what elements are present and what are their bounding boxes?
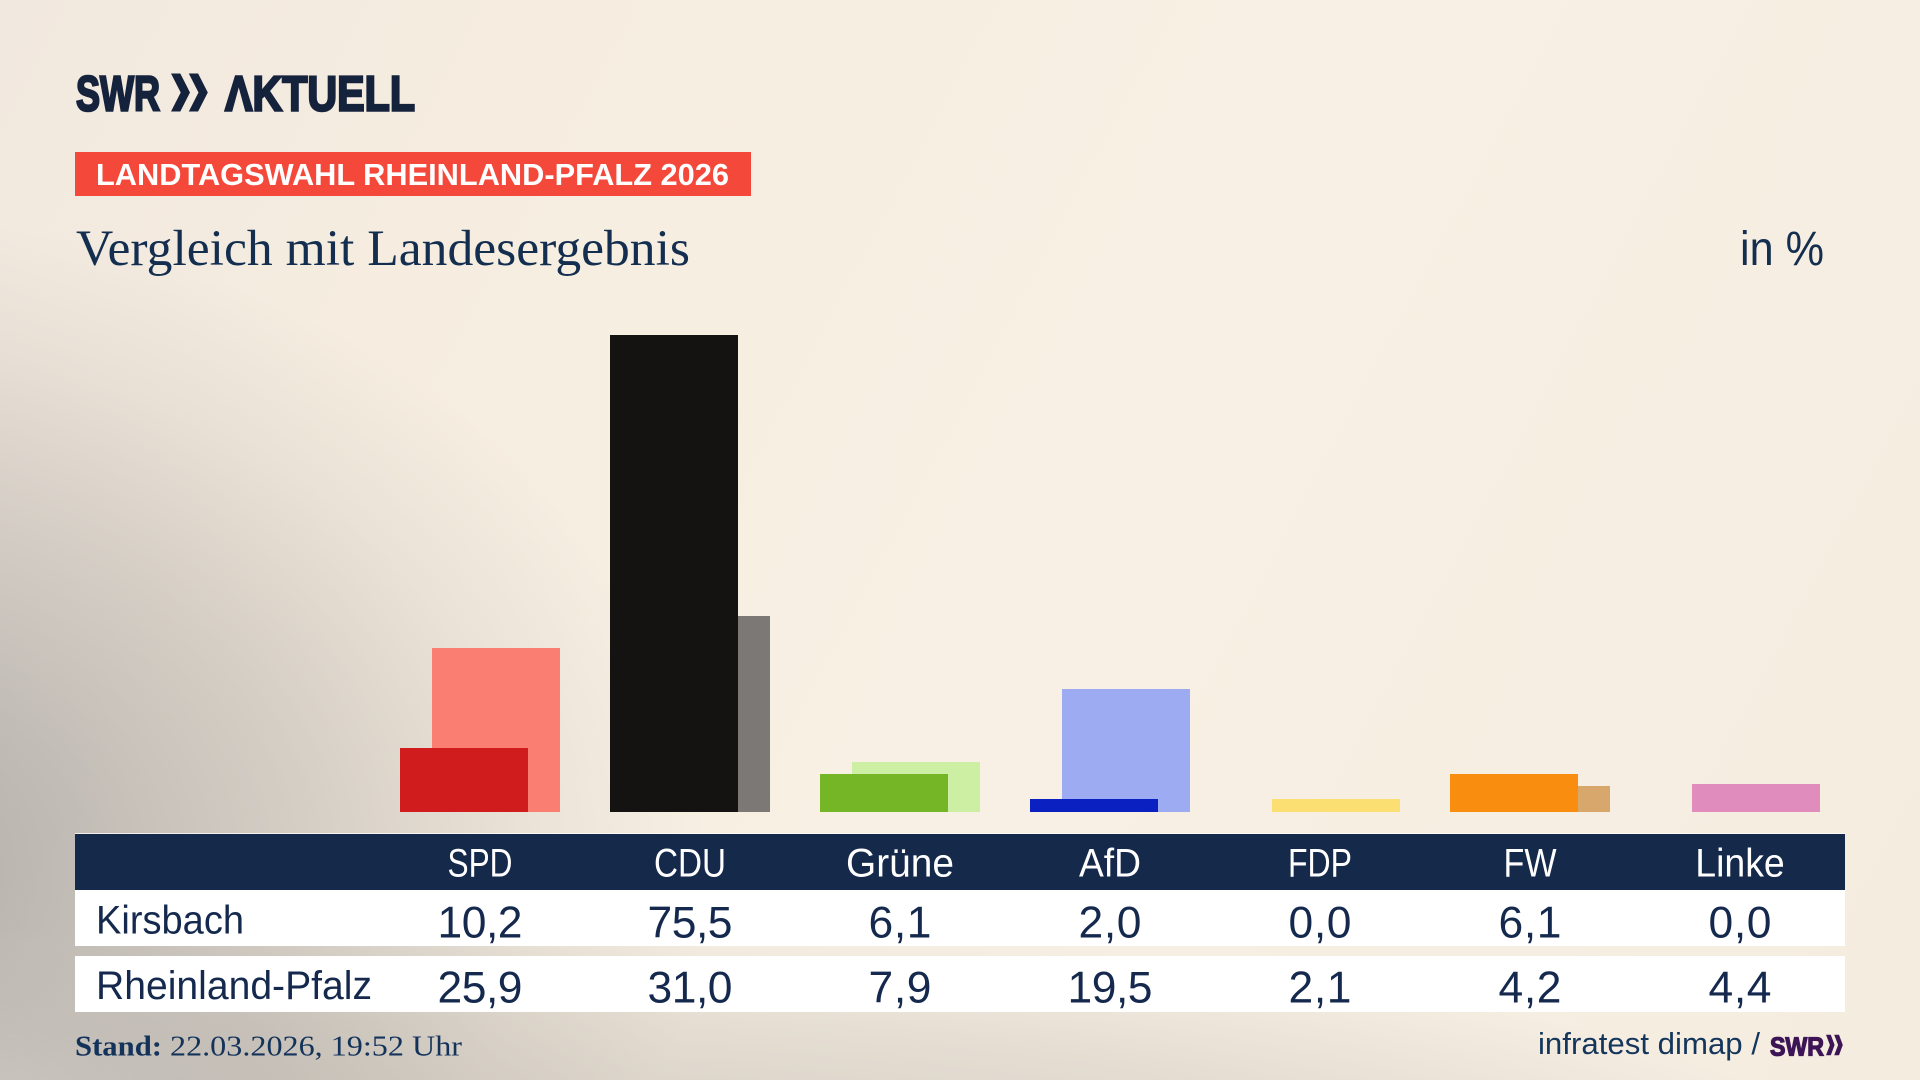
svg-text:FDP: FDP — [1288, 842, 1352, 886]
svg-text:Vergleich mit Landesergebnis: Vergleich mit Landesergebnis — [76, 221, 690, 277]
svg-text:AfD: AfD — [1079, 842, 1141, 886]
svg-text:Grüne: Grüne — [846, 842, 954, 886]
svg-text:Rheinland-Pfalz: Rheinland-Pfalz — [96, 964, 372, 1008]
svg-text:SPD: SPD — [448, 842, 513, 886]
svg-text:FW: FW — [1504, 842, 1558, 886]
svg-text:19,5: 19,5 — [1068, 963, 1153, 1012]
svg-text:LANDTAGSWAHL RHEINLAND-PFALZ 2: LANDTAGSWAHL RHEINLAND-PFALZ 2026 — [96, 157, 729, 192]
svg-text:4,2: 4,2 — [1499, 963, 1562, 1012]
svg-text:0,0: 0,0 — [1709, 898, 1772, 947]
svg-text:10,2: 10,2 — [438, 898, 523, 947]
svg-text:25,9: 25,9 — [438, 963, 523, 1012]
svg-text:6,1: 6,1 — [869, 898, 932, 947]
svg-text:0,0: 0,0 — [1289, 898, 1352, 947]
svg-text:4,4: 4,4 — [1709, 963, 1772, 1012]
svg-text:CDU: CDU — [654, 842, 726, 886]
svg-text:Stand:: Stand: — [75, 1031, 162, 1063]
svg-text:75,5: 75,5 — [648, 898, 733, 947]
svg-text:31,0: 31,0 — [648, 963, 733, 1012]
svg-text:2,0: 2,0 — [1079, 898, 1142, 947]
svg-text:SWR: SWR — [76, 70, 160, 118]
svg-text:2,1: 2,1 — [1289, 963, 1352, 1012]
svg-text:in %: in % — [1740, 223, 1824, 276]
svg-text:7,9: 7,9 — [869, 963, 932, 1012]
svg-text:SWR: SWR — [1770, 1031, 1824, 1061]
svg-text:22.03.2026, 19:52 Uhr: 22.03.2026, 19:52 Uhr — [170, 1031, 462, 1063]
svg-text:Linke: Linke — [1695, 842, 1785, 886]
svg-text:6,1: 6,1 — [1499, 898, 1562, 947]
svg-text:ΛKTUELL: ΛKTUELL — [225, 70, 415, 118]
svg-text:Kirsbach: Kirsbach — [96, 898, 244, 942]
svg-text:infratest dimap /: infratest dimap / — [1538, 1027, 1761, 1061]
